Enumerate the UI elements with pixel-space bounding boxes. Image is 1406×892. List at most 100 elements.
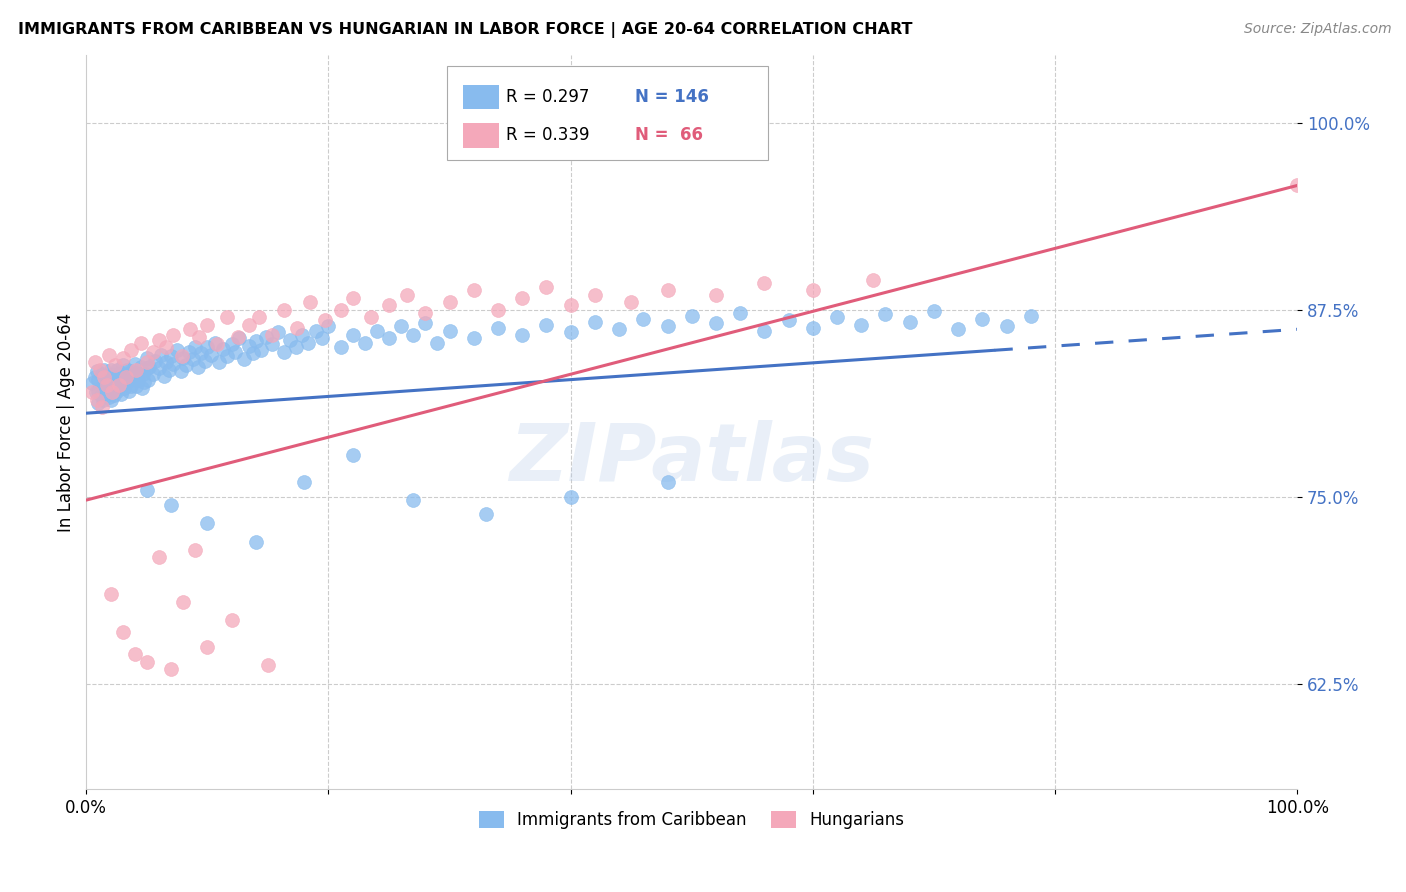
Point bbox=[105, 384, 128, 398]
Point bbox=[402, 328, 425, 343]
Point bbox=[754, 276, 776, 290]
Point bbox=[82, 376, 104, 391]
Point bbox=[132, 368, 155, 382]
Point bbox=[389, 319, 412, 334]
Point bbox=[1019, 309, 1042, 323]
Point bbox=[96, 373, 118, 387]
Point bbox=[87, 373, 110, 387]
Point bbox=[174, 358, 197, 372]
Point bbox=[120, 343, 142, 358]
Point bbox=[205, 337, 228, 351]
Point bbox=[439, 295, 461, 310]
Point bbox=[329, 302, 352, 317]
Point bbox=[224, 344, 246, 359]
Point bbox=[131, 381, 153, 395]
Point bbox=[91, 368, 114, 382]
FancyBboxPatch shape bbox=[463, 123, 499, 148]
Point bbox=[86, 392, 108, 407]
Point bbox=[292, 475, 315, 489]
Point bbox=[125, 379, 148, 393]
Text: N = 146: N = 146 bbox=[636, 88, 709, 106]
Point bbox=[291, 328, 314, 343]
Point bbox=[204, 335, 226, 350]
Point bbox=[118, 370, 141, 384]
Point bbox=[378, 331, 401, 345]
Point bbox=[90, 388, 112, 402]
Point bbox=[160, 498, 183, 512]
Point bbox=[83, 370, 105, 384]
Point bbox=[195, 318, 218, 332]
Point bbox=[318, 319, 340, 334]
Point bbox=[170, 364, 193, 378]
Point bbox=[93, 363, 115, 377]
Point bbox=[108, 366, 131, 380]
Point bbox=[166, 343, 188, 358]
Point bbox=[238, 318, 260, 332]
Point bbox=[134, 375, 156, 389]
Point bbox=[155, 355, 177, 369]
Text: ZIPatlas: ZIPatlas bbox=[509, 420, 875, 498]
Legend: Immigrants from Caribbean, Hungarians: Immigrants from Caribbean, Hungarians bbox=[472, 805, 911, 836]
Point bbox=[142, 368, 165, 382]
Point bbox=[100, 363, 122, 377]
Point bbox=[898, 315, 921, 329]
Point bbox=[228, 331, 250, 345]
Point bbox=[127, 366, 149, 380]
Point bbox=[98, 348, 121, 362]
Text: R = 0.339: R = 0.339 bbox=[506, 126, 591, 145]
Point bbox=[728, 306, 751, 320]
Point bbox=[148, 549, 170, 564]
Point bbox=[129, 335, 152, 350]
Point bbox=[124, 372, 146, 386]
Point bbox=[111, 358, 134, 372]
Point bbox=[778, 313, 800, 327]
Point bbox=[560, 326, 582, 340]
Point bbox=[160, 662, 183, 676]
Point bbox=[583, 288, 606, 302]
Point bbox=[851, 318, 873, 332]
Point bbox=[136, 373, 159, 387]
Point bbox=[439, 324, 461, 338]
Point bbox=[254, 330, 277, 344]
Point bbox=[148, 361, 170, 376]
Point bbox=[110, 386, 132, 401]
Text: Source: ZipAtlas.com: Source: ZipAtlas.com bbox=[1244, 22, 1392, 37]
Point bbox=[208, 355, 231, 369]
Point bbox=[801, 320, 824, 334]
Point bbox=[583, 315, 606, 329]
Point bbox=[87, 395, 110, 409]
Point bbox=[360, 310, 382, 325]
Point bbox=[232, 352, 254, 367]
Point bbox=[396, 288, 419, 302]
Point bbox=[190, 346, 212, 360]
Point bbox=[98, 390, 121, 404]
Point bbox=[101, 368, 124, 382]
Point bbox=[187, 330, 209, 344]
Point bbox=[170, 349, 193, 363]
Point bbox=[342, 328, 364, 343]
Point bbox=[195, 640, 218, 654]
Point bbox=[510, 328, 533, 343]
Point bbox=[536, 280, 558, 294]
Point bbox=[463, 283, 485, 297]
Point bbox=[195, 340, 218, 354]
Point bbox=[135, 355, 157, 369]
Point bbox=[142, 344, 165, 359]
Point bbox=[260, 328, 283, 343]
FancyBboxPatch shape bbox=[447, 66, 768, 160]
Point bbox=[378, 298, 401, 312]
Point bbox=[101, 381, 124, 395]
Point bbox=[111, 351, 134, 365]
Point bbox=[172, 351, 194, 365]
Point bbox=[150, 348, 173, 362]
Point bbox=[257, 657, 280, 672]
Point bbox=[104, 376, 127, 391]
Point bbox=[995, 319, 1018, 334]
Point bbox=[108, 377, 131, 392]
Point bbox=[86, 364, 108, 378]
Point bbox=[162, 357, 184, 371]
Point bbox=[83, 355, 105, 369]
Point bbox=[160, 349, 183, 363]
Point bbox=[415, 306, 437, 320]
Point bbox=[536, 318, 558, 332]
